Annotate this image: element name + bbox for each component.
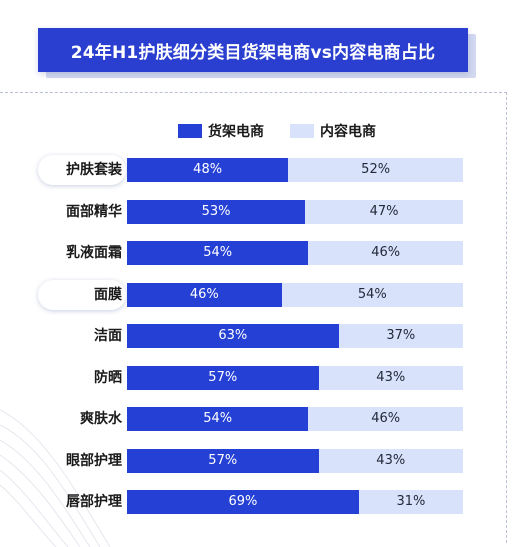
category-label: 面部精华 — [66, 204, 122, 220]
bar-series-0 — [127, 366, 319, 390]
chart-frame — [0, 92, 507, 543]
data-label-series-0: 54% — [203, 411, 233, 426]
bar-series-0 — [127, 490, 359, 514]
decorative-waves — [0, 409, 111, 547]
legend-label-series-1: 内容电商 — [320, 124, 376, 140]
data-label-series-0: 69% — [228, 494, 258, 509]
chart-title: 24年H1护肤细分类目货架电商vs内容电商占比 — [70, 42, 436, 63]
legend-swatch-series-1 — [290, 124, 314, 138]
category-label: 眼部护理 — [66, 453, 122, 469]
category-label: 护肤套装 — [66, 162, 122, 178]
bar-series-0 — [127, 324, 339, 348]
data-label-series-0: 57% — [208, 370, 238, 385]
bar-series-0 — [127, 407, 309, 431]
data-label-series-1: 37% — [386, 328, 416, 343]
bar-series-1 — [338, 324, 463, 348]
bar-series-1 — [318, 449, 463, 473]
category-highlight — [38, 155, 126, 185]
legend-label-series-0: 货架电商 — [208, 124, 264, 140]
bar-series-0 — [127, 283, 282, 307]
bar-series-1 — [308, 407, 463, 431]
legend-item-series-0: 货架电商 — [178, 121, 264, 141]
data-label-series-1: 46% — [371, 245, 401, 260]
legend-swatch-series-0 — [178, 124, 202, 138]
bar-series-1 — [288, 158, 463, 182]
category-label: 面膜 — [94, 287, 122, 303]
category-label: 爽肤水 — [80, 411, 122, 427]
category-label: 唇部护理 — [66, 494, 122, 510]
data-label-series-0: 57% — [208, 453, 238, 468]
data-label-series-1: 43% — [376, 453, 406, 468]
data-label-series-1: 54% — [357, 287, 387, 302]
bar-series-1 — [318, 366, 463, 390]
bar-series-1 — [281, 283, 463, 307]
data-label-series-1: 52% — [361, 162, 391, 177]
category-label: 洁面 — [94, 328, 122, 344]
category-label: 防晒 — [94, 370, 122, 386]
category-highlight — [38, 280, 126, 310]
data-label-series-0: 53% — [201, 204, 231, 219]
bar-series-0 — [127, 449, 319, 473]
data-label-series-1: 46% — [371, 411, 401, 426]
data-label-series-0: 48% — [193, 162, 223, 177]
bar-series-1 — [358, 490, 463, 514]
data-label-series-0: 46% — [189, 287, 219, 302]
data-label-series-1: 43% — [376, 370, 406, 385]
bar-series-1 — [308, 241, 463, 265]
category-label: 乳液面霜 — [66, 245, 122, 261]
bar-series-0 — [127, 241, 309, 265]
bar-series-0 — [127, 158, 289, 182]
legend-item-series-1: 内容电商 — [290, 121, 376, 141]
data-label-series-0: 63% — [218, 328, 248, 343]
data-label-series-1: 47% — [369, 204, 399, 219]
legend: 货架电商 内容电商 — [178, 121, 402, 141]
title-banner: 24年H1护肤细分类目货架电商vs内容电商占比 — [38, 28, 468, 72]
data-label-series-1: 31% — [396, 494, 426, 509]
bar-series-0 — [127, 200, 306, 224]
data-label-series-0: 54% — [203, 245, 233, 260]
bar-series-1 — [305, 200, 463, 224]
